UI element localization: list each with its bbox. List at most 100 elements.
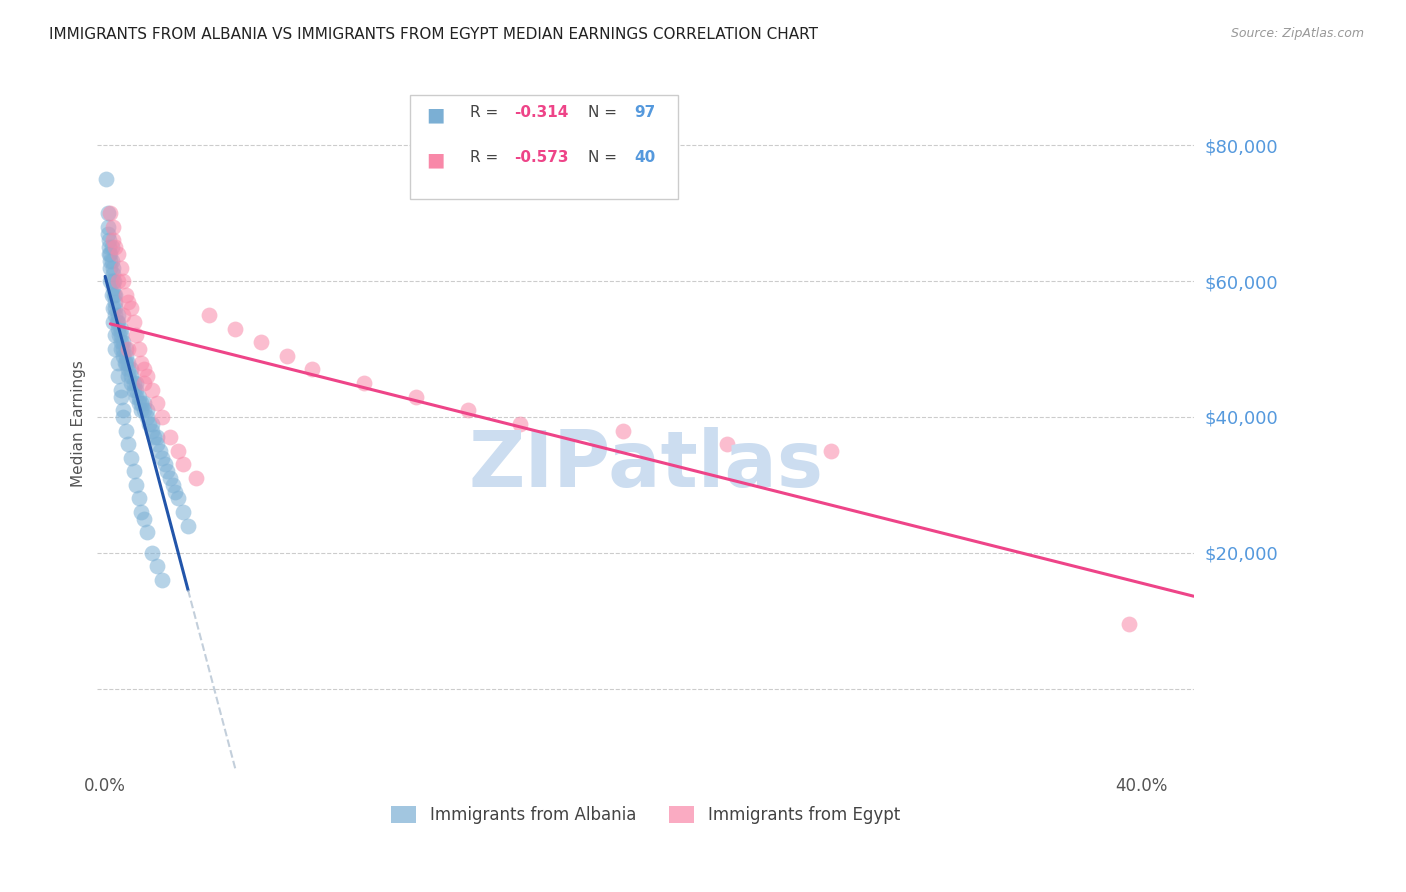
Point (276, 349, 298, 363)
Legend: Immigrants from Albania, Immigrants from Egypt: Immigrants from Albania, Immigrants from… (391, 805, 900, 824)
Point (101, 274, 124, 288)
Point (115, 356, 138, 370)
Point (101, 219, 124, 234)
Point (141, 424, 163, 438)
Point (156, 464, 179, 478)
Text: 97: 97 (634, 105, 655, 120)
Point (141, 546, 163, 560)
Point (509, 417, 531, 431)
Point (172, 505, 194, 519)
Point (198, 308, 221, 322)
Text: ■: ■ (426, 150, 444, 169)
Point (457, 403, 479, 417)
Point (101, 260, 124, 275)
Point (224, 321, 246, 335)
Point (115, 424, 138, 438)
Point (122, 376, 145, 390)
Point (103, 287, 125, 301)
Point (101, 234, 124, 248)
Point (162, 478, 184, 492)
Point (98, 247, 121, 261)
Point (125, 376, 148, 390)
Point (110, 321, 132, 335)
Point (97, 219, 120, 234)
Text: ■: ■ (426, 105, 444, 124)
Point (101, 268, 124, 282)
Point (110, 342, 132, 356)
Point (104, 301, 127, 316)
Point (98, 274, 121, 288)
FancyBboxPatch shape (409, 95, 678, 199)
Point (128, 390, 150, 404)
Point (131, 505, 153, 519)
Point (112, 274, 135, 288)
Point (128, 491, 150, 506)
Point (135, 525, 157, 540)
Point (146, 437, 169, 451)
Point (110, 390, 132, 404)
Text: Source: ZipAtlas.com: Source: ZipAtlas.com (1230, 27, 1364, 40)
Point (110, 383, 132, 397)
Point (143, 430, 166, 444)
Point (104, 342, 127, 356)
Point (132, 403, 155, 417)
Point (100, 287, 122, 301)
Text: 40: 40 (634, 150, 655, 165)
Point (122, 464, 145, 478)
Point (115, 287, 138, 301)
Point (159, 430, 181, 444)
Point (172, 458, 194, 472)
Point (820, 443, 842, 458)
Point (107, 274, 129, 288)
Point (131, 396, 153, 410)
Point (112, 342, 135, 356)
Point (150, 409, 173, 424)
Point (112, 308, 135, 322)
Point (104, 308, 127, 322)
Point (104, 240, 127, 254)
Point (120, 450, 142, 465)
Text: -0.573: -0.573 (515, 150, 568, 165)
Text: IMMIGRANTS FROM ALBANIA VS IMMIGRANTS FROM EGYPT MEDIAN EARNINGS CORRELATION CHA: IMMIGRANTS FROM ALBANIA VS IMMIGRANTS FR… (49, 27, 818, 42)
Point (120, 362, 142, 376)
Point (101, 301, 124, 316)
Point (141, 417, 163, 431)
Point (177, 518, 200, 533)
Point (98, 206, 121, 220)
Point (112, 335, 135, 350)
Point (125, 383, 148, 397)
Point (159, 471, 181, 485)
Point (120, 376, 142, 390)
Point (104, 294, 127, 309)
Point (98, 247, 121, 261)
Point (301, 362, 323, 376)
Point (135, 409, 157, 424)
Point (153, 458, 176, 472)
Point (108, 328, 131, 343)
Point (138, 417, 160, 431)
Point (120, 369, 142, 384)
Point (110, 328, 132, 343)
Point (135, 403, 157, 417)
Point (612, 424, 634, 438)
Point (101, 315, 124, 329)
Point (125, 390, 148, 404)
Point (117, 342, 139, 356)
Point (115, 349, 138, 363)
Point (114, 356, 136, 370)
Point (117, 356, 139, 370)
Point (98, 234, 121, 248)
Point (135, 369, 157, 384)
Point (107, 308, 129, 322)
Point (107, 315, 129, 329)
Point (132, 376, 155, 390)
Point (97, 206, 120, 220)
Point (125, 328, 148, 343)
Point (98, 253, 121, 268)
Point (184, 471, 207, 485)
Point (112, 409, 135, 424)
Text: N =: N = (589, 150, 623, 165)
Point (120, 301, 142, 316)
Point (98, 240, 121, 254)
Point (131, 356, 153, 370)
